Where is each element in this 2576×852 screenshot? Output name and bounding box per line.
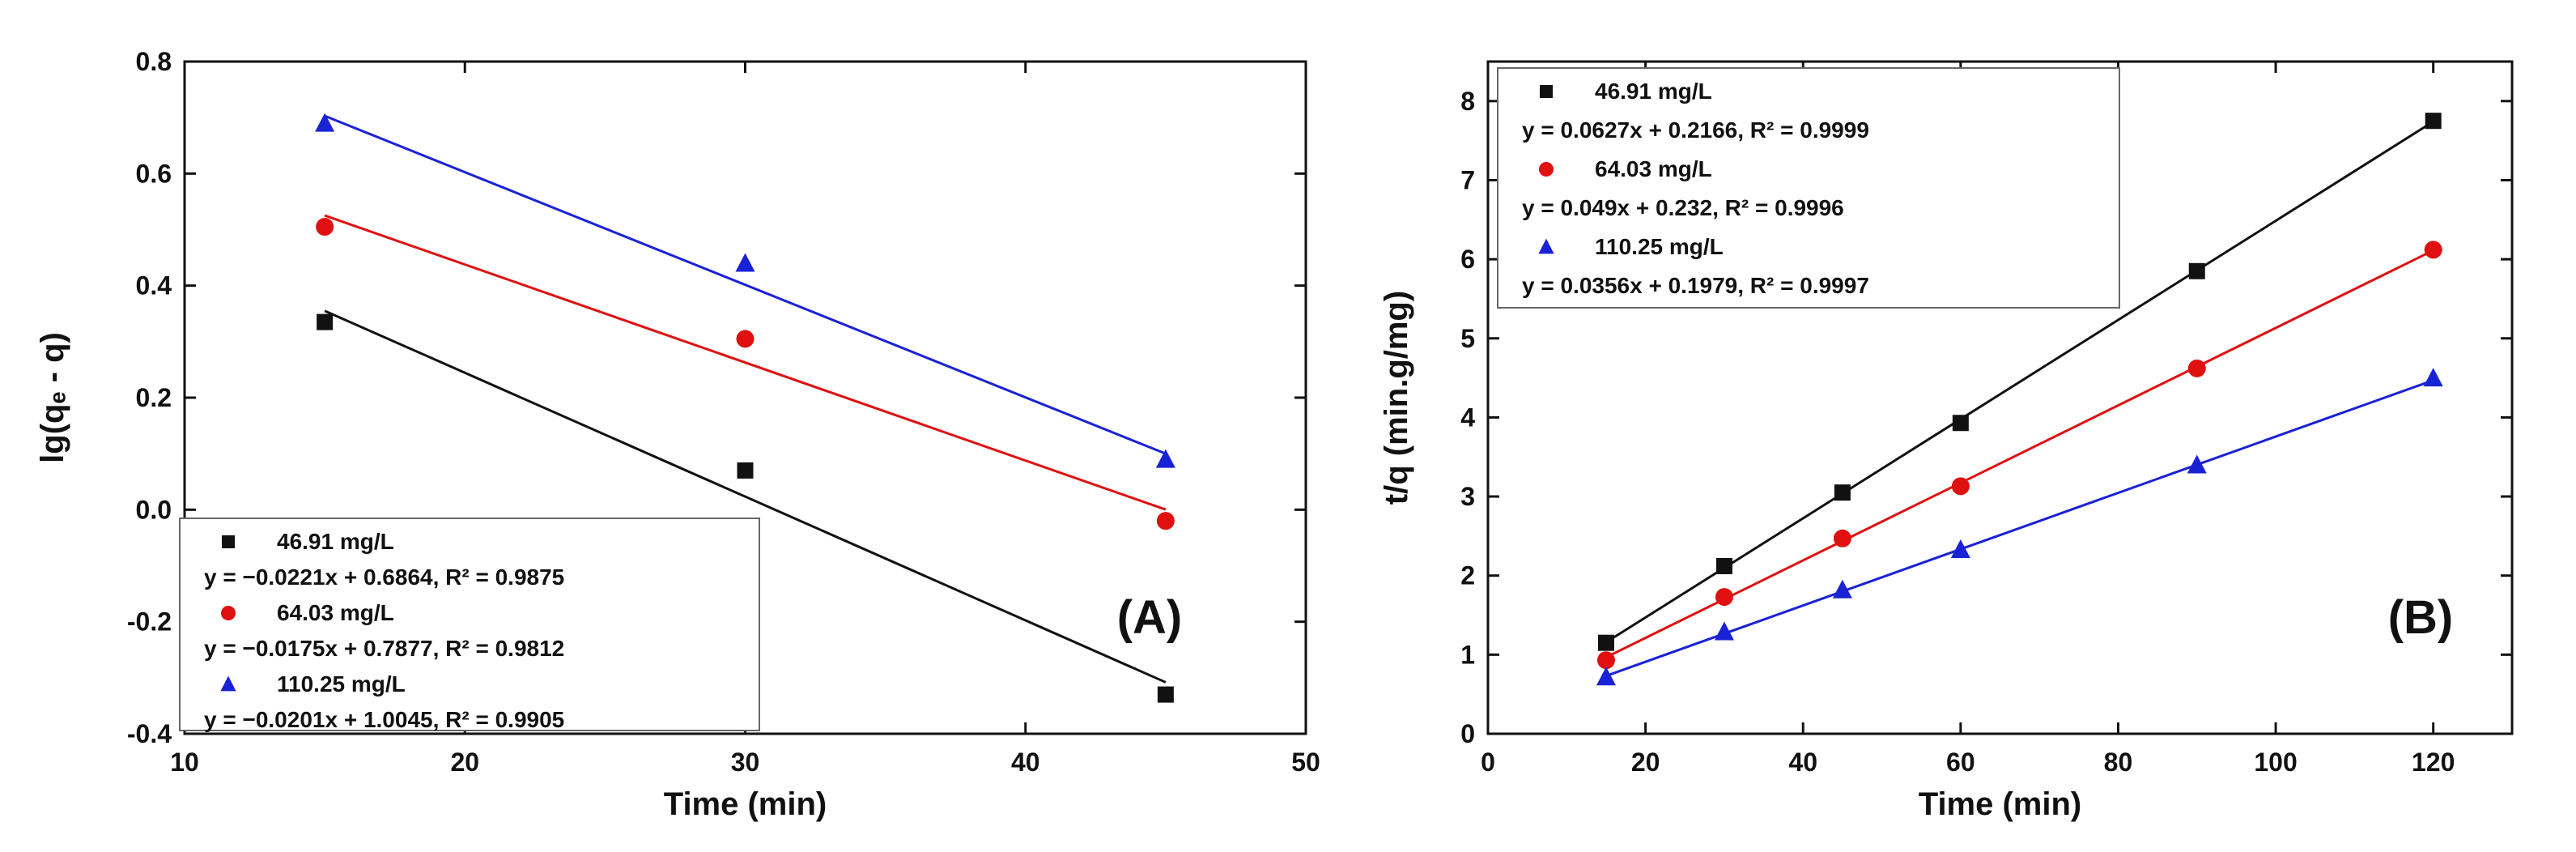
series-3 [315, 113, 1175, 468]
y-tick-label: 7 [1460, 165, 1475, 194]
legend: 46.91 mg/L y = −0.0221x + 0.6864, R² = 0.… [179, 518, 760, 732]
series-2 [316, 214, 1175, 530]
y-tick-label: 0.8 [136, 47, 172, 76]
series-1 [1597, 113, 2442, 651]
data-point [1157, 686, 1174, 703]
series-2 [1596, 241, 2442, 670]
y-tick-label: 8 [1460, 87, 1475, 116]
data-point [1833, 529, 1851, 547]
y-tick-label: 0.0 [136, 495, 172, 524]
x-axis-label: Time (min) [664, 786, 827, 822]
data-point [1597, 634, 1614, 651]
x-tick-label: 60 [1946, 748, 1975, 777]
legend-series-name: 64.03 mg/L [1595, 156, 1712, 181]
data-point [735, 253, 755, 272]
data-point [315, 113, 335, 132]
chart-b: 0 20 40 60 80 100 120 0 1 2 3 4 5 6 7 8 Time (min) t/q (m… [1379, 60, 2514, 822]
legend-series-name: 46.91 mg/L [277, 529, 394, 554]
x-tick-label: 0 [1481, 748, 1495, 777]
data-point [1715, 557, 1732, 574]
x-axis-label: Time (min) [1919, 786, 2082, 822]
legend-equation: y = −0.0221x + 0.6864, R² = 0.9875 [204, 564, 564, 590]
y-tick-label: 0.2 [136, 383, 172, 412]
data-point [2187, 454, 2207, 474]
x-tick-label: 20 [450, 748, 479, 777]
x-tick-label: 20 [1631, 748, 1660, 777]
y-tick-label: -0.4 [127, 719, 172, 748]
data-point [316, 218, 334, 236]
y-tick-label: 1 [1460, 640, 1475, 669]
legend-box [179, 518, 760, 731]
data-point [736, 330, 755, 348]
x-tick-label: 80 [2104, 748, 2133, 777]
x-tick-label: 10 [170, 748, 199, 777]
data-point [1596, 651, 1615, 670]
legend-box [1497, 67, 2120, 309]
legend-equation: y = 0.049x + 0.232, R² = 0.9996 [1522, 195, 1844, 220]
x-tick-label: 30 [731, 748, 760, 777]
data-point [1715, 588, 1733, 607]
plot-frame [1486, 60, 2514, 735]
legend-equation: y = 0.0356x + 0.1979, R² = 0.9997 [1522, 273, 1869, 298]
data-point [2424, 241, 2442, 259]
y-tick-label: 3 [1460, 482, 1475, 511]
x-tick-label: 40 [1011, 748, 1040, 777]
x-tick-label: 40 [1788, 748, 1817, 777]
y-tick-label: 0.6 [136, 159, 172, 188]
panel-label: (A) [1117, 591, 1183, 644]
y-tick-label: 0 [1460, 719, 1475, 748]
legend-series-name: 46.91 mg/L [1595, 79, 1712, 104]
y-tick-label: 4 [1460, 403, 1475, 432]
data-point [1951, 477, 1970, 496]
data-point [1950, 539, 1970, 558]
y-tick-label: 0.4 [136, 271, 172, 300]
data-point [2425, 113, 2442, 130]
chart-a: 10 20 30 40 50 -0.4 -0.2 0.0 0.2 0.4 0.6 0.8 Time (m… [35, 47, 1320, 822]
data-point [1834, 484, 1851, 501]
legend-marker [221, 606, 236, 620]
legend-equation: y = 0.0627x + 0.2166, R² = 0.9999 [1522, 117, 1869, 143]
legend: 46.91 mg/L y = 0.0627x + 0.2166, R² = 0.9… [1497, 67, 2120, 309]
legend-marker [220, 675, 236, 692]
data-point [1596, 667, 1616, 686]
data-point [1714, 621, 1734, 641]
data-point [1156, 512, 1175, 530]
fit-line [324, 214, 1167, 511]
legend-equation: y = −0.0201x + 1.0045, R² = 0.9905 [204, 707, 564, 732]
fit-line [1605, 120, 2434, 644]
legend-marker [1538, 238, 1554, 254]
data-point [317, 313, 334, 330]
y-axis-label: t/q (min.g/mg) [1379, 291, 1414, 505]
panel-label: (B) [2388, 591, 2454, 644]
data-point [1952, 415, 1969, 432]
x-tick-label: 50 [1291, 748, 1320, 777]
legend-marker [1539, 162, 1554, 177]
legend-marker [1540, 85, 1553, 98]
data-point [2187, 359, 2206, 377]
legend-series-name: 64.03 mg/L [277, 600, 394, 625]
fit-line [1605, 379, 2434, 677]
legend-series-name: 110.25 mg/L [277, 671, 406, 697]
series-3 [1596, 368, 2443, 686]
y-tick-label: 6 [1460, 245, 1475, 274]
fit-line [324, 114, 1167, 455]
legend-marker [222, 535, 235, 548]
series-1 [317, 309, 1174, 703]
y-axis-label: lg(qₑ - q) [35, 332, 70, 463]
data-point [1155, 449, 1175, 468]
x-tick-label: 100 [2254, 748, 2297, 777]
data-point [2423, 368, 2443, 387]
legend-equation: y = −0.0175x + 0.7877, R² = 0.9812 [204, 636, 564, 661]
x-tick-label: 120 [2412, 748, 2455, 777]
y-tick-label: -0.2 [127, 607, 172, 637]
fit-line [1605, 249, 2434, 658]
fit-line [324, 309, 1167, 684]
y-tick-label: 2 [1460, 561, 1475, 590]
data-point [737, 462, 754, 479]
data-point [1832, 579, 1852, 599]
data-point [2188, 262, 2205, 279]
legend-series-name: 110.25 mg/L [1595, 234, 1724, 259]
y-tick-label: 5 [1460, 324, 1475, 353]
